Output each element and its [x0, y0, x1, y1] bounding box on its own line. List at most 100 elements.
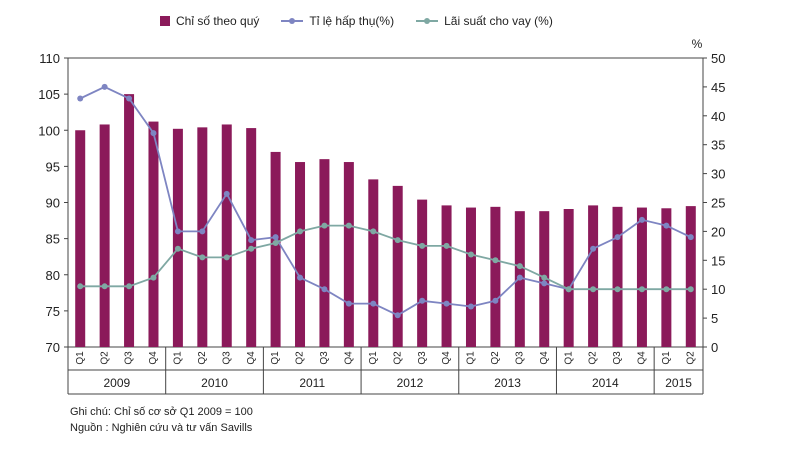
- legend-swatch-rate: [416, 16, 439, 26]
- point-absorption-q20: [541, 280, 548, 287]
- point-rate-q6: [199, 254, 206, 261]
- point-absorption-q11: [321, 286, 328, 293]
- legend-item-index: Chỉ số theo quý: [160, 14, 259, 28]
- right-axis-tick-label: 45: [711, 80, 725, 95]
- x-year-label: 2013: [494, 376, 521, 390]
- bar-index-q22: [588, 205, 599, 347]
- x-tick-label-quarter: Q2: [490, 351, 501, 365]
- x-tick-label-quarter: Q3: [319, 351, 330, 365]
- right-axis-tick-label: 10: [711, 282, 725, 297]
- bar-index-q9: [270, 151, 281, 347]
- point-rate-q23: [614, 286, 621, 293]
- right-axis-tick-label: 20: [711, 224, 725, 239]
- bar-index-q14: [392, 185, 403, 347]
- point-absorption-q4: [150, 130, 157, 137]
- point-rate-q17: [467, 251, 474, 258]
- chart-legend: Chỉ số theo quý Tỉ lệ hấp thụ(%) Lãi suấ…: [160, 14, 553, 28]
- bar-index-q12: [343, 162, 354, 347]
- x-year-label: 2014: [592, 376, 619, 390]
- bar-index-q4: [148, 121, 159, 347]
- x-tick-label-quarter: Q2: [197, 351, 208, 365]
- left-axis-tick-label: 85: [46, 232, 60, 247]
- point-rate-q22: [590, 286, 597, 293]
- x-tick-label-quarter: Q1: [466, 351, 477, 365]
- legend-swatch-absorption: [281, 16, 304, 26]
- x-tick-label-quarter: Q2: [685, 351, 696, 365]
- point-rate-q8: [248, 245, 255, 252]
- right-axis-tick-label: 5: [711, 311, 718, 326]
- right-axis-tick-label: 50: [711, 51, 725, 66]
- left-axis-tick-label: 75: [46, 304, 60, 319]
- point-absorption-q26: [687, 234, 694, 241]
- x-tick-label-quarter: Q4: [539, 351, 550, 365]
- point-absorption-q6: [199, 228, 206, 235]
- bar-index-q1: [75, 130, 86, 347]
- point-absorption-q13: [370, 300, 377, 307]
- bar-index-q7: [221, 124, 232, 347]
- point-absorption-q14: [394, 312, 401, 319]
- x-year-label: 2009: [103, 376, 130, 390]
- bar-index-q2: [99, 124, 110, 347]
- bar-index-q21: [563, 209, 574, 347]
- plot-frame: [67, 57, 704, 348]
- point-rate-q1: [77, 283, 84, 290]
- point-absorption-q18: [492, 297, 499, 304]
- point-rate-q16: [443, 242, 450, 249]
- x-tick-label-quarter: Q3: [417, 351, 428, 365]
- point-absorption-q19: [516, 274, 523, 281]
- right-axis-tick-label: 35: [711, 138, 725, 153]
- x-tick-label-quarter: Q3: [514, 351, 525, 365]
- x-tick-label-quarter: Q1: [661, 351, 672, 365]
- x-year-label: 2011: [299, 376, 325, 390]
- line-absorption: [79, 85, 692, 317]
- point-rate-q4: [150, 274, 157, 281]
- bar-index-q23: [612, 206, 623, 347]
- x-tick-label-quarter: Q3: [612, 351, 623, 365]
- legend-label-index: Chỉ số theo quý: [176, 14, 260, 28]
- bar-index-q15: [417, 199, 428, 347]
- x-tick-label-quarter: Q3: [124, 351, 135, 365]
- point-rate-q25: [663, 286, 670, 293]
- bar-index-q24: [636, 207, 647, 347]
- point-rate-q13: [370, 228, 377, 235]
- bar-index-q16: [441, 205, 452, 347]
- x-tick-label-quarter: Q4: [148, 351, 159, 365]
- x-tick-label-quarter: Q4: [441, 351, 452, 365]
- right-axis-tick-label: 0: [711, 340, 718, 355]
- bar-index-q10: [295, 162, 306, 347]
- point-rate-q12: [345, 222, 352, 229]
- bar-index-q11: [319, 159, 330, 347]
- point-rate-q20: [541, 274, 548, 281]
- point-absorption-q25: [663, 222, 670, 229]
- x-tick-label-quarter: Q2: [392, 351, 403, 365]
- point-rate-q26: [687, 286, 694, 293]
- point-rate-q2: [101, 283, 108, 290]
- x-tick-label-quarter: Q1: [75, 351, 86, 365]
- bar-index-q5: [172, 128, 183, 347]
- left-axis-tick-label: 100: [38, 123, 60, 138]
- x-tick-label-quarter: Q2: [99, 351, 110, 365]
- x-tick-label-quarter: Q4: [637, 351, 648, 365]
- legend-item-rate: Lãi suất cho vay (%): [416, 14, 553, 28]
- chart-note: Ghi chú: Chỉ số cơ sở Q1 2009 = 100: [70, 406, 253, 418]
- point-rate-q7: [223, 254, 230, 261]
- point-rate-q3: [126, 283, 133, 290]
- legend-label-rate: Lãi suất cho vay (%): [444, 14, 553, 28]
- point-absorption-q10: [297, 274, 304, 281]
- legend-label-absorption: Tỉ lệ hấp thụ(%): [309, 14, 395, 28]
- bar-index-q26: [685, 206, 696, 347]
- left-axis-tick-label: 90: [46, 196, 60, 211]
- point-rate-q14: [394, 237, 401, 244]
- point-absorption-q24: [638, 216, 645, 223]
- x-year-label: 2010: [201, 376, 228, 390]
- point-absorption-q7: [223, 190, 230, 197]
- point-absorption-q17: [467, 303, 474, 310]
- x-tick-label-quarter: Q2: [295, 351, 306, 365]
- point-rate-q18: [492, 257, 499, 264]
- point-absorption-q8: [248, 237, 255, 244]
- point-rate-q10: [297, 228, 304, 235]
- right-axis-tick-label: 15: [711, 253, 725, 268]
- x-tick-label-quarter: Q2: [588, 351, 599, 365]
- x-tick-label-quarter: Q1: [173, 351, 184, 365]
